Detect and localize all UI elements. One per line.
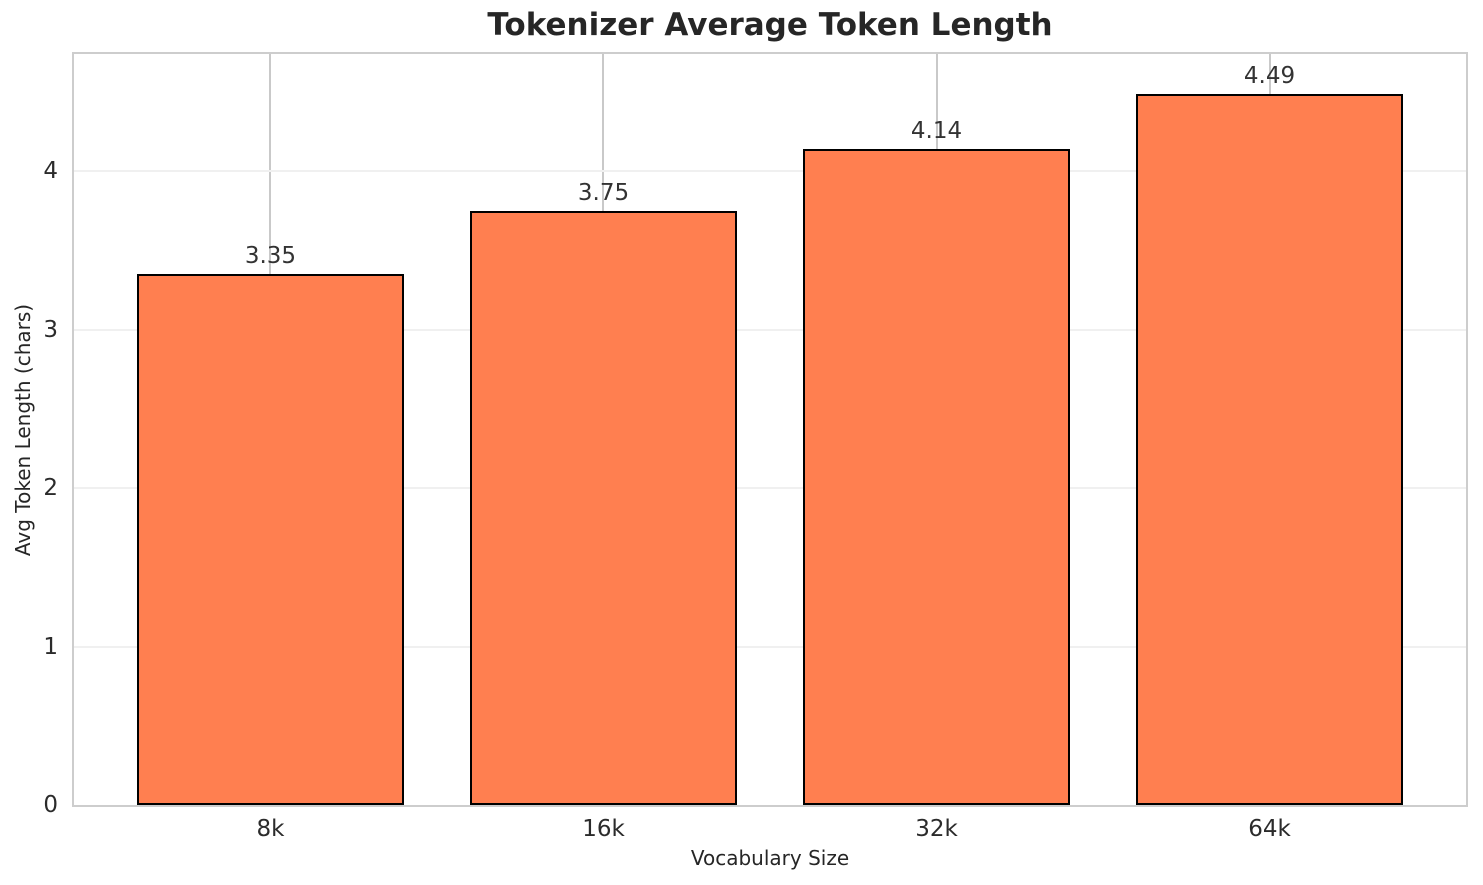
y-tick-label-0: 0 xyxy=(43,792,58,818)
bar-value-label-16k: 3.75 xyxy=(577,179,630,206)
x-tick-label-32k: 32k xyxy=(915,816,958,842)
gridline-y-2 xyxy=(74,487,1466,490)
x-tick-label-8k: 8k xyxy=(256,816,285,842)
y-tick-label-2: 2 xyxy=(43,475,58,502)
x-tick-label-16k: 16k xyxy=(582,816,625,842)
gridline-y-4 xyxy=(74,170,1466,173)
gridline-y-3 xyxy=(74,328,1466,331)
y-tick-label-3: 3 xyxy=(43,316,58,343)
bar-value-label-64k: 4.49 xyxy=(1243,62,1296,89)
gridline-y-1 xyxy=(74,645,1466,648)
plot-area xyxy=(72,52,1468,807)
y-tick-label-1: 1 xyxy=(43,633,58,660)
bar-32k xyxy=(803,149,1070,805)
bar-value-label-8k: 3.35 xyxy=(244,243,297,270)
chart-title: Tokenizer Average Token Length xyxy=(487,7,1053,43)
bar-64k xyxy=(1136,93,1403,805)
bar-8k xyxy=(137,274,404,805)
x-axis-label: Vocabulary Size xyxy=(690,846,850,870)
bar-value-label-32k: 4.14 xyxy=(910,118,963,145)
y-tick-label-4: 4 xyxy=(43,158,58,185)
bar-16k xyxy=(470,210,737,805)
x-tick-label-64k: 64k xyxy=(1248,816,1291,842)
